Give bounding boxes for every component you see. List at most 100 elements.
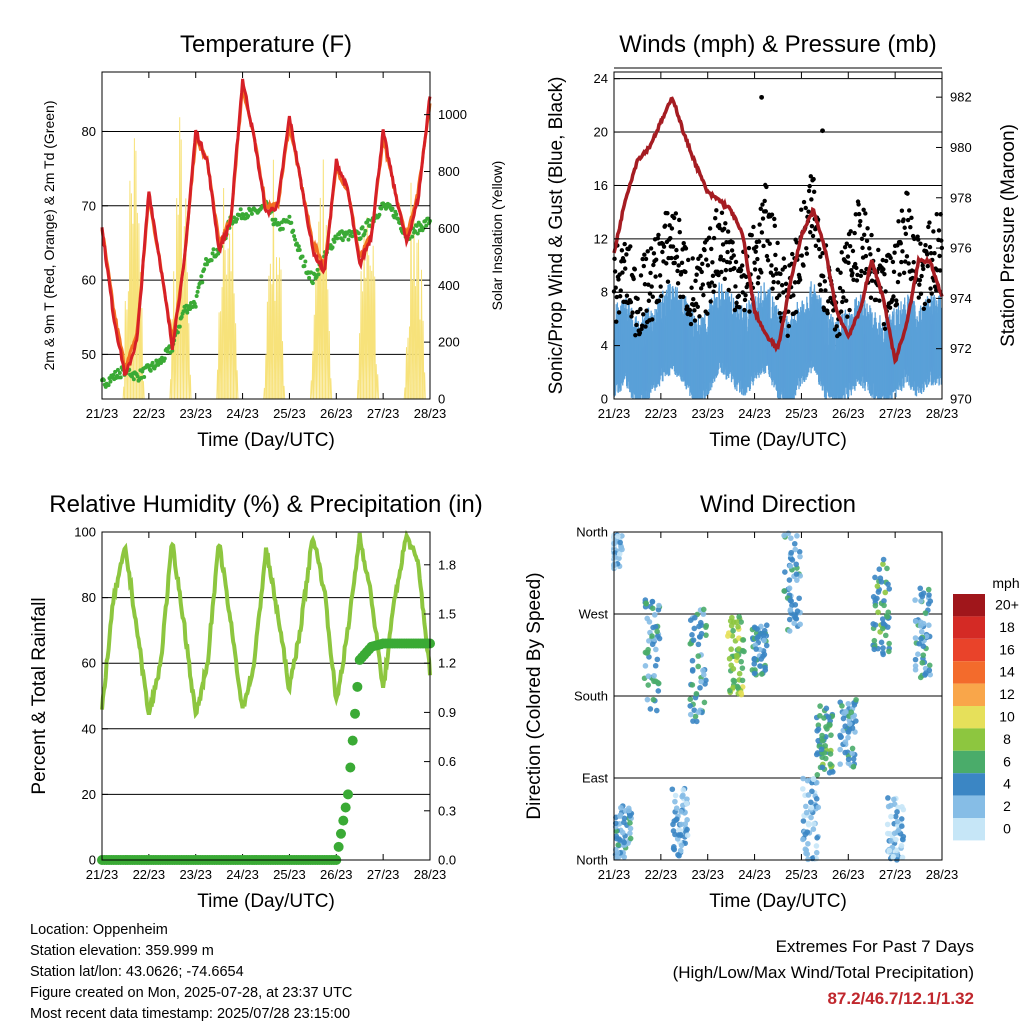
speed-colorbar: mph 20+ 18 16 14 12 10 8 6 4 2 0 xyxy=(953,575,1020,841)
solar-insolation-trace xyxy=(142,381,145,400)
direction-point xyxy=(670,828,677,834)
gust-point xyxy=(891,294,896,299)
gust-point xyxy=(817,246,822,252)
gust-point xyxy=(894,298,899,303)
direction-point xyxy=(754,635,761,641)
direction-point xyxy=(691,707,698,714)
direction-point xyxy=(814,835,820,841)
gust-point xyxy=(926,298,932,304)
gust-point xyxy=(834,324,839,329)
direction-point xyxy=(817,712,823,719)
direction-point xyxy=(819,764,826,771)
gust-point xyxy=(643,256,649,262)
gust-point xyxy=(937,253,942,259)
x-tick-label: 25/23 xyxy=(273,406,306,421)
direction-point xyxy=(880,649,886,656)
direction-point xyxy=(679,793,685,800)
direction-point xyxy=(650,696,657,703)
chart-title: Relative Humidity (%) & Precipitation (i… xyxy=(49,491,482,518)
gust-point xyxy=(909,215,914,221)
direction-point xyxy=(675,832,682,838)
y-tick-label: North xyxy=(576,525,608,540)
gust-point xyxy=(646,298,652,303)
gust-point xyxy=(755,256,760,262)
direction-point xyxy=(827,721,833,728)
direction-point xyxy=(810,821,817,827)
gust-point xyxy=(670,244,676,249)
dewpoint-point xyxy=(300,254,305,259)
gust-point xyxy=(657,273,663,278)
direction-point xyxy=(799,786,806,792)
direction-point xyxy=(884,565,890,572)
gust-point xyxy=(759,270,764,275)
direction-point xyxy=(823,705,830,712)
solar-insolation-trace xyxy=(223,250,227,400)
direction-point xyxy=(786,616,793,623)
gust-point xyxy=(873,297,879,303)
x-axis-label: Time (Day/UTC) xyxy=(197,430,335,451)
gust-point xyxy=(701,292,706,298)
direction-point xyxy=(815,737,821,744)
direction-point xyxy=(788,535,794,541)
gust-point xyxy=(781,256,787,261)
gust-point xyxy=(901,217,906,222)
solar-insolation-trace xyxy=(137,223,141,400)
colorbar-label: 14 xyxy=(999,664,1015,680)
rainfall-point xyxy=(333,841,344,852)
dewpoint-point xyxy=(396,216,401,221)
gust-point xyxy=(801,199,807,205)
colorbar-label: 6 xyxy=(1003,753,1011,769)
gust-point xyxy=(762,198,767,204)
gust-point xyxy=(858,219,863,224)
dewpoint-point xyxy=(297,247,302,252)
gust-point xyxy=(725,249,730,255)
colorbar-label: 16 xyxy=(999,641,1015,657)
gust-point xyxy=(734,300,739,306)
gust-point xyxy=(839,250,844,255)
gust-point xyxy=(759,230,765,235)
direction-point xyxy=(912,666,919,673)
direction-point xyxy=(653,646,659,653)
direction-point xyxy=(893,836,899,843)
direction-point xyxy=(923,633,930,640)
gust-point xyxy=(775,240,780,246)
direction-point xyxy=(627,813,633,819)
gust-point xyxy=(638,306,643,312)
colorbar-label: 18 xyxy=(999,619,1015,635)
direction-point xyxy=(691,625,698,632)
gust-point xyxy=(900,249,905,254)
y-tick-label: 8 xyxy=(601,285,608,300)
direction-point xyxy=(616,555,622,562)
direction-point xyxy=(757,663,763,669)
direction-point xyxy=(826,769,833,776)
gust-point xyxy=(867,246,872,251)
gust-point xyxy=(699,269,704,275)
gust-point xyxy=(633,332,638,338)
gust-point xyxy=(651,262,656,268)
gust-point xyxy=(620,270,625,275)
direction-point xyxy=(794,533,800,539)
direction-point xyxy=(761,627,768,634)
direction-point xyxy=(735,684,741,691)
gust-point xyxy=(675,281,681,286)
y-right-tick-label: 200 xyxy=(438,335,460,350)
gust-point xyxy=(837,285,843,291)
gust-point xyxy=(751,224,756,230)
direction-point xyxy=(875,589,882,595)
gust-point xyxy=(863,211,868,216)
dewpoint-point xyxy=(131,377,136,382)
x-tick-label: 22/23 xyxy=(645,867,678,882)
x-tick-label: 27/23 xyxy=(879,406,912,421)
gust-point xyxy=(656,232,661,238)
gust-point xyxy=(848,229,853,234)
gust-point xyxy=(932,250,937,256)
direction-point xyxy=(846,720,853,727)
direction-point xyxy=(813,843,820,849)
gust-point xyxy=(753,249,758,254)
colorbar-swatch xyxy=(953,750,985,774)
direction-point xyxy=(677,847,684,854)
direction-point xyxy=(828,732,834,738)
direction-point xyxy=(739,665,746,671)
gust-point xyxy=(759,94,764,100)
colorbar-swatch xyxy=(953,638,985,662)
